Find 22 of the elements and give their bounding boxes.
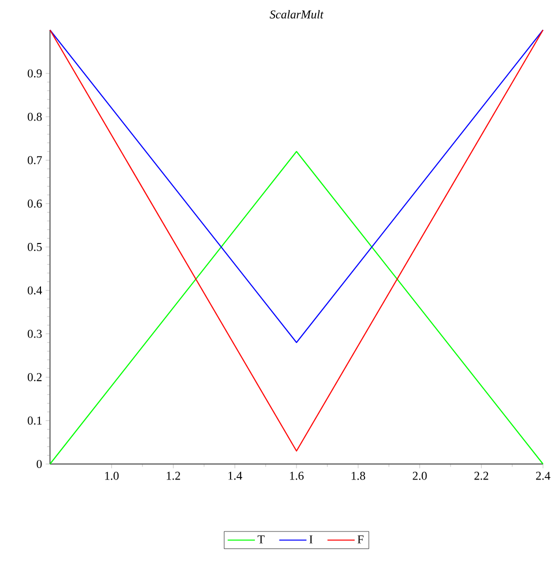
- legend-label: T: [258, 535, 265, 544]
- y-tick-label: 0.8: [28, 112, 42, 121]
- legend-label: F: [358, 535, 364, 544]
- x-tick-label: 1.2: [166, 472, 180, 480]
- x-tick-label: 1.0: [105, 472, 119, 480]
- y-tick-label: 0.4: [28, 286, 42, 294]
- y-tick-label: 0.5: [28, 242, 42, 252]
- x-tick-label: 1.8: [352, 472, 366, 480]
- x-tick-label: 2.2: [474, 472, 488, 480]
- y-tick-label: 0.3: [28, 330, 42, 338]
- x-tick-label: 2.0: [412, 472, 427, 480]
- chart-title: ScalarMult: [270, 10, 324, 19]
- y-tick-label: 0.1: [28, 416, 42, 425]
- y-tick-label: 0.7: [28, 156, 42, 164]
- y-tick-label: 0.9: [28, 69, 42, 78]
- y-tick-label: 0: [36, 460, 42, 468]
- x-tick-label: 1.6: [290, 472, 304, 480]
- x-tick-label: 1.4: [228, 472, 242, 480]
- y-tick-label: 0.6: [28, 200, 42, 208]
- y-tick-label: 0.2: [28, 373, 42, 382]
- x-tick-label: 2.4: [536, 472, 550, 480]
- legend-label: I: [309, 535, 313, 544]
